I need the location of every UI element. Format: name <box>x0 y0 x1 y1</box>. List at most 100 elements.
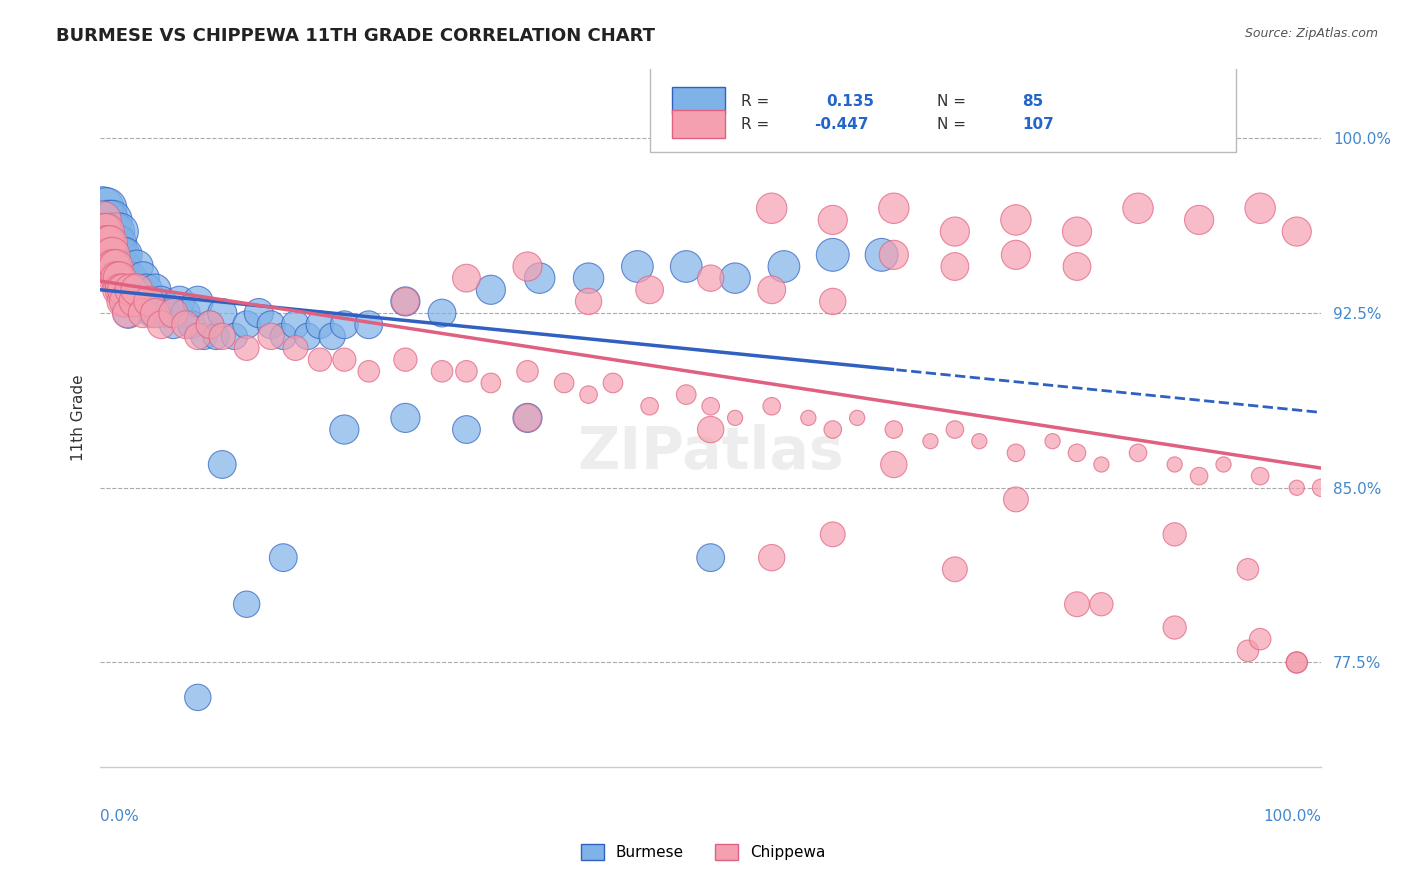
Point <box>821 248 844 262</box>
Point <box>271 550 294 565</box>
Text: N =: N = <box>936 94 966 109</box>
Point <box>1005 213 1028 227</box>
Point <box>162 306 184 320</box>
Point <box>699 271 721 285</box>
Point <box>97 248 120 262</box>
Text: 85: 85 <box>1022 94 1043 109</box>
Point <box>120 271 142 285</box>
Point <box>260 318 283 332</box>
Point <box>699 423 721 437</box>
Point <box>516 364 538 378</box>
Text: BURMESE VS CHIPPEWA 11TH GRADE CORRELATION CHART: BURMESE VS CHIPPEWA 11TH GRADE CORRELATI… <box>56 27 655 45</box>
Point <box>156 306 179 320</box>
Point <box>112 260 135 274</box>
Point <box>108 271 131 285</box>
Point <box>724 410 747 425</box>
Point <box>1005 248 1028 262</box>
Text: 0.135: 0.135 <box>827 94 875 109</box>
Point <box>1237 644 1260 658</box>
Legend: Burmese, Chippewa: Burmese, Chippewa <box>575 838 831 866</box>
Point <box>187 690 209 705</box>
Point <box>93 213 115 227</box>
Point <box>162 318 184 332</box>
Point <box>1188 469 1211 483</box>
Point <box>96 236 118 251</box>
Point <box>578 271 600 285</box>
Point <box>143 283 166 297</box>
Point <box>883 458 905 472</box>
Point <box>120 283 142 297</box>
Point <box>247 306 270 320</box>
Point <box>1188 213 1211 227</box>
Point <box>943 225 966 239</box>
Point <box>198 318 221 332</box>
Point <box>1005 492 1028 507</box>
Point <box>675 387 697 401</box>
Point <box>1090 458 1112 472</box>
Point <box>104 260 127 274</box>
Point <box>699 399 721 413</box>
Point <box>96 225 118 239</box>
Point <box>821 213 844 227</box>
Point <box>761 399 783 413</box>
Point <box>271 329 294 343</box>
Point <box>333 318 356 332</box>
Point <box>333 352 356 367</box>
Point <box>114 294 136 309</box>
Point <box>104 271 127 285</box>
Point <box>138 294 160 309</box>
Point <box>1090 597 1112 611</box>
Point <box>297 329 319 343</box>
Point <box>235 341 257 355</box>
Point <box>943 260 966 274</box>
Point <box>132 306 155 320</box>
Text: Source: ZipAtlas.com: Source: ZipAtlas.com <box>1244 27 1378 40</box>
Point <box>211 329 233 343</box>
Point <box>114 283 136 297</box>
Point <box>1066 225 1088 239</box>
Point <box>284 318 307 332</box>
Text: 107: 107 <box>1022 117 1053 132</box>
Point <box>1066 597 1088 611</box>
Point <box>117 306 139 320</box>
Point <box>1249 632 1271 647</box>
Point <box>1066 446 1088 460</box>
Point <box>797 410 820 425</box>
Point <box>115 306 138 320</box>
Point <box>132 271 155 285</box>
Point <box>456 364 478 378</box>
Point <box>94 225 117 239</box>
Point <box>1163 620 1185 634</box>
Point <box>115 294 138 309</box>
FancyBboxPatch shape <box>672 87 725 114</box>
Point <box>479 376 502 390</box>
Point <box>969 434 991 449</box>
Point <box>94 236 117 251</box>
Point <box>578 294 600 309</box>
Point <box>211 458 233 472</box>
Y-axis label: 11th Grade: 11th Grade <box>72 375 86 461</box>
Text: R =: R = <box>741 117 769 132</box>
Point <box>111 248 134 262</box>
Point <box>100 260 122 274</box>
Point <box>394 294 416 309</box>
Point <box>394 294 416 309</box>
Point <box>883 248 905 262</box>
Point <box>125 283 148 297</box>
Point <box>138 294 160 309</box>
Point <box>107 260 129 274</box>
Point <box>394 410 416 425</box>
Point <box>821 527 844 541</box>
Text: -0.447: -0.447 <box>814 117 869 132</box>
Point <box>761 283 783 297</box>
Point <box>111 294 134 309</box>
Point <box>773 260 796 274</box>
Point <box>105 260 128 274</box>
Point <box>105 271 128 285</box>
Point <box>943 562 966 576</box>
Text: 100.0%: 100.0% <box>1263 809 1322 824</box>
Point <box>91 201 114 215</box>
Point <box>97 213 120 227</box>
Point <box>1126 446 1149 460</box>
Point <box>821 423 844 437</box>
